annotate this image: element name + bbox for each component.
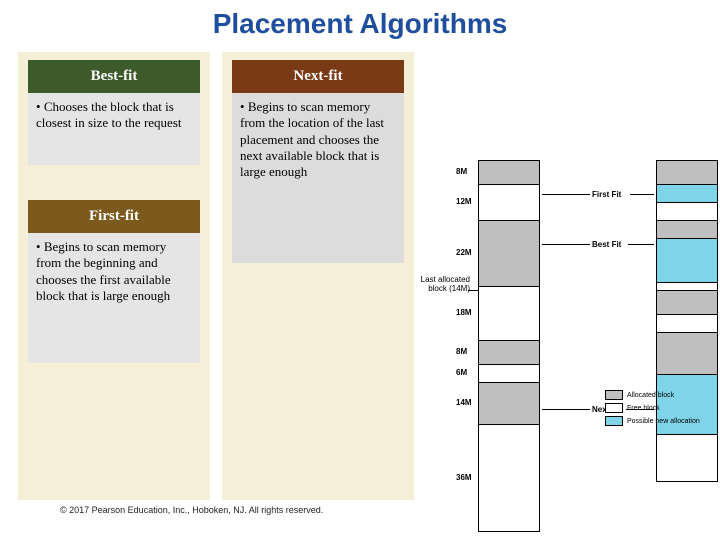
legend-allocated: Allocated block [605, 390, 700, 400]
legend-new-label: Possible new allocation [627, 418, 700, 425]
memory-block [478, 220, 540, 286]
card-bestfit-desc: Chooses the block that is closest in siz… [36, 99, 192, 132]
card-nextfit-body: Begins to scan memory from the location … [232, 93, 404, 263]
memory-block [656, 238, 718, 282]
memory-block [478, 424, 540, 532]
card-firstfit-header: First-fit [28, 200, 200, 233]
legend-free: Free block [605, 403, 700, 413]
card-bestfit: Best-fit Chooses the block that is close… [28, 60, 200, 165]
memory-block [656, 184, 718, 202]
memory-block [656, 282, 718, 290]
memory-block [656, 434, 718, 482]
legend-sw-new [605, 416, 623, 426]
memory-left-column [478, 160, 540, 530]
memory-block [656, 220, 718, 238]
memory-block [656, 314, 718, 332]
card-nextfit-header: Next-fit [232, 60, 404, 93]
legend-sw-free [605, 403, 623, 413]
card-nextfit: Next-fit Begins to scan memory from the … [232, 60, 404, 263]
memory-block [656, 160, 718, 184]
legend-sw-allocated [605, 390, 623, 400]
page-title: Placement Algorithms [0, 0, 720, 46]
memory-size-label: 6M [456, 368, 467, 377]
memory-block [656, 332, 718, 374]
best-fit-label: Best Fit [592, 240, 621, 249]
first-fit-label: First Fit [592, 190, 621, 199]
legend: Allocated block Free block Possible new … [605, 390, 700, 429]
card-bestfit-header: Best-fit [28, 60, 200, 93]
legend-new: Possible new allocation [605, 416, 700, 426]
arrow-best-fit [542, 244, 590, 245]
memory-size-label: 22M [456, 248, 472, 257]
card-firstfit: First-fit Begins to scan memory from the… [28, 200, 200, 363]
memory-block [656, 202, 718, 220]
copyright-footer: © 2017 Pearson Education, Inc., Hoboken,… [60, 505, 323, 515]
memory-block [656, 290, 718, 314]
legend-free-label: Free block [627, 405, 660, 412]
card-firstfit-desc: Begins to scan memory from the beginning… [36, 239, 192, 304]
arrow-to-block [468, 290, 478, 291]
legend-allocated-label: Allocated block [627, 392, 674, 399]
memory-block [478, 340, 540, 364]
memory-size-label: 8M [456, 347, 467, 356]
last-allocated-label: Last allocated block (14M) [420, 275, 470, 293]
memory-block [478, 160, 540, 184]
memory-block [478, 364, 540, 382]
card-firstfit-body: Begins to scan memory from the beginning… [28, 233, 200, 363]
memory-block [478, 286, 540, 340]
memory-right-column [656, 160, 718, 530]
memory-size-label: 12M [456, 197, 472, 206]
card-bestfit-body: Chooses the block that is closest in siz… [28, 93, 200, 165]
memory-size-label: 36M [456, 473, 472, 482]
arrow-best-fit-r [628, 244, 654, 245]
arrow-first-fit [542, 194, 590, 195]
arrow-first-fit-r [630, 194, 654, 195]
memory-size-label: 14M [456, 398, 472, 407]
memory-size-label: 8M [456, 167, 467, 176]
memory-block [478, 382, 540, 424]
arrow-next-fit [542, 409, 590, 410]
card-nextfit-desc: Begins to scan memory from the location … [240, 99, 396, 180]
memory-size-label: 18M [456, 308, 472, 317]
memory-block [478, 184, 540, 220]
